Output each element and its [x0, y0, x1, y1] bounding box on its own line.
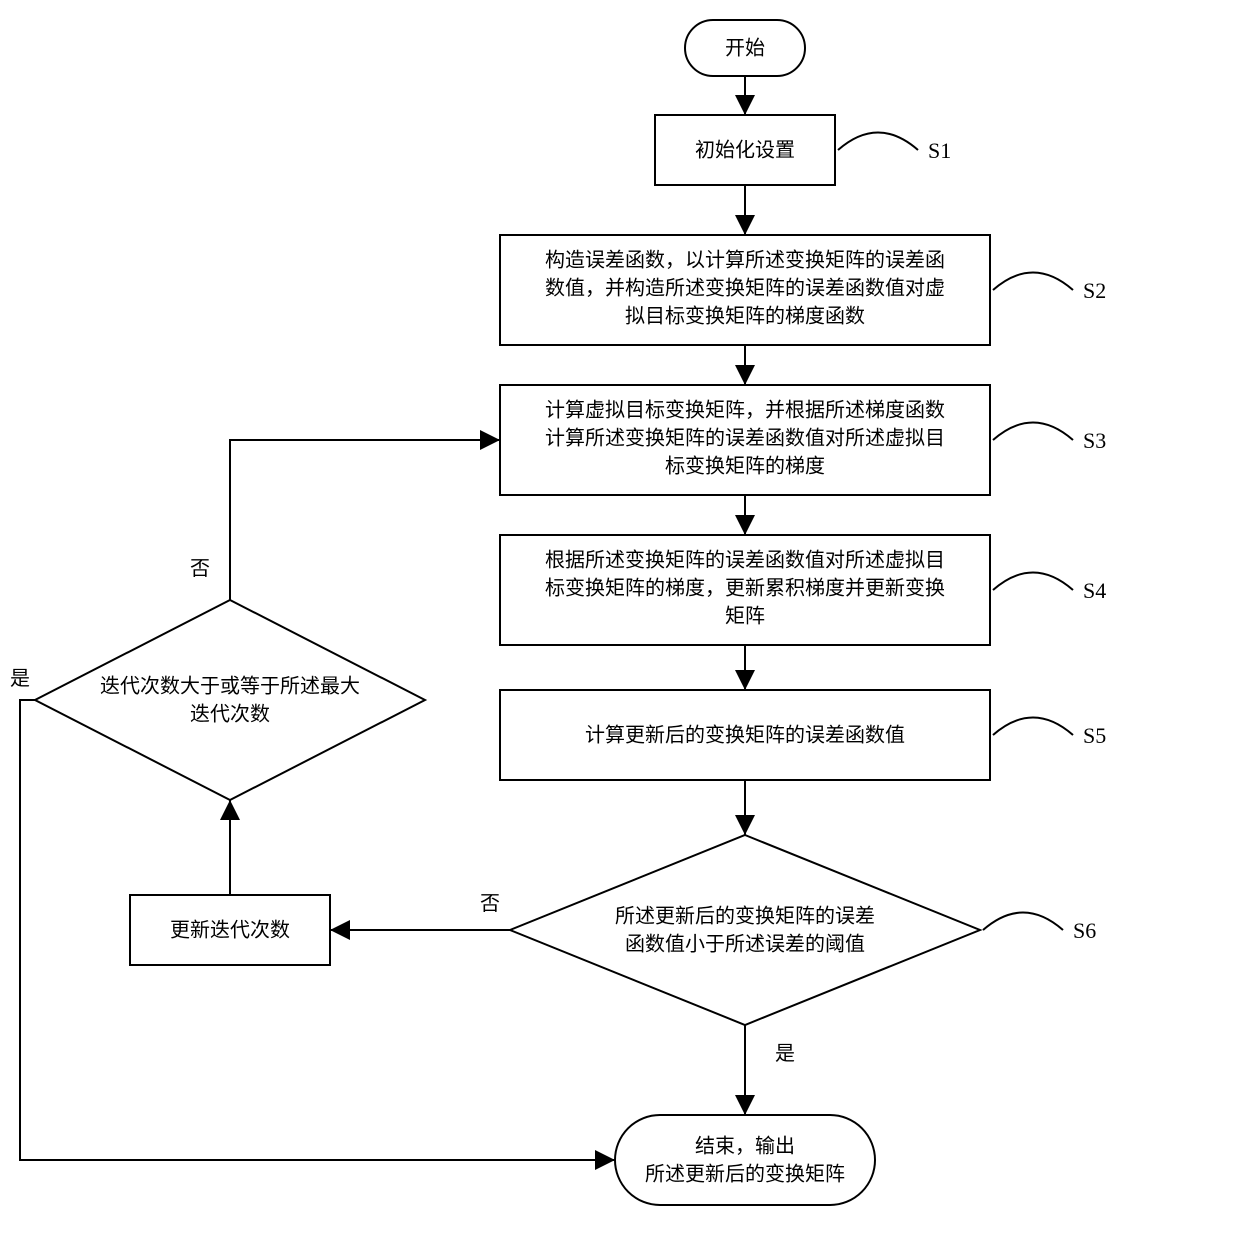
- edge-label-s6-yes: 是: [775, 1043, 795, 1065]
- edge-check-s3: [230, 440, 500, 600]
- node-check-iter: [35, 600, 425, 800]
- label-curve-s1: [838, 133, 918, 151]
- label-curve-s5: [993, 718, 1073, 736]
- label-s2: S2: [1083, 278, 1106, 303]
- label-curve-s4: [993, 573, 1073, 591]
- node-s2-line3: 拟目标变换矩阵的梯度函数: [625, 305, 865, 328]
- label-s5: S5: [1083, 723, 1106, 748]
- node-s2-line2: 数值，并构造所述变换矩阵的误差函数值对虚: [545, 277, 945, 300]
- edge-check-end: [20, 700, 615, 1160]
- edge-label-check-yes: 是: [10, 668, 30, 690]
- label-curve-s2: [993, 273, 1073, 291]
- node-s6-line1: 所述更新后的变换矩阵的误差: [615, 905, 875, 928]
- node-s1-text: 初始化设置: [695, 139, 795, 162]
- node-s3-line3: 标变换矩阵的梯度: [665, 455, 825, 478]
- node-s4-line2: 标变换矩阵的梯度，更新累积梯度并更新变换: [545, 577, 945, 600]
- node-s3-line2: 计算所述变换矩阵的误差函数值对所述虚拟目: [545, 427, 945, 450]
- label-s4: S4: [1083, 578, 1106, 603]
- node-s2-line1: 构造误差函数，以计算所述变换矩阵的误差函: [545, 249, 945, 272]
- node-end-line1: 结束，输出: [695, 1135, 795, 1158]
- node-s6-line2: 函数值小于所述误差的阈值: [625, 933, 865, 956]
- label-s6: S6: [1073, 918, 1096, 943]
- node-update-iter-text: 更新迭代次数: [170, 919, 290, 942]
- node-s6: [510, 835, 980, 1025]
- node-check-line1: 迭代次数大于或等于所述最大: [100, 675, 360, 698]
- edge-label-s6-no: 否: [480, 893, 500, 915]
- node-s3-line1: 计算虚拟目标变换矩阵，并根据所述梯度函数: [545, 399, 945, 422]
- node-end-line2: 所述更新后的变换矩阵: [645, 1163, 845, 1186]
- node-s4-line1: 根据所述变换矩阵的误差函数值对所述虚拟目: [545, 549, 945, 572]
- node-s4-line3: 矩阵: [725, 605, 765, 628]
- label-curve-s6: [983, 913, 1063, 931]
- label-s1: S1: [928, 138, 951, 163]
- node-start-text: 开始: [725, 37, 765, 60]
- node-check-line2: 迭代次数: [190, 703, 270, 726]
- node-s5-line1: 计算更新后的变换矩阵的误差函数值: [585, 724, 905, 747]
- node-end: [615, 1115, 875, 1205]
- label-curve-s3: [993, 423, 1073, 441]
- edge-label-check-no: 否: [190, 558, 210, 580]
- label-s3: S3: [1083, 428, 1106, 453]
